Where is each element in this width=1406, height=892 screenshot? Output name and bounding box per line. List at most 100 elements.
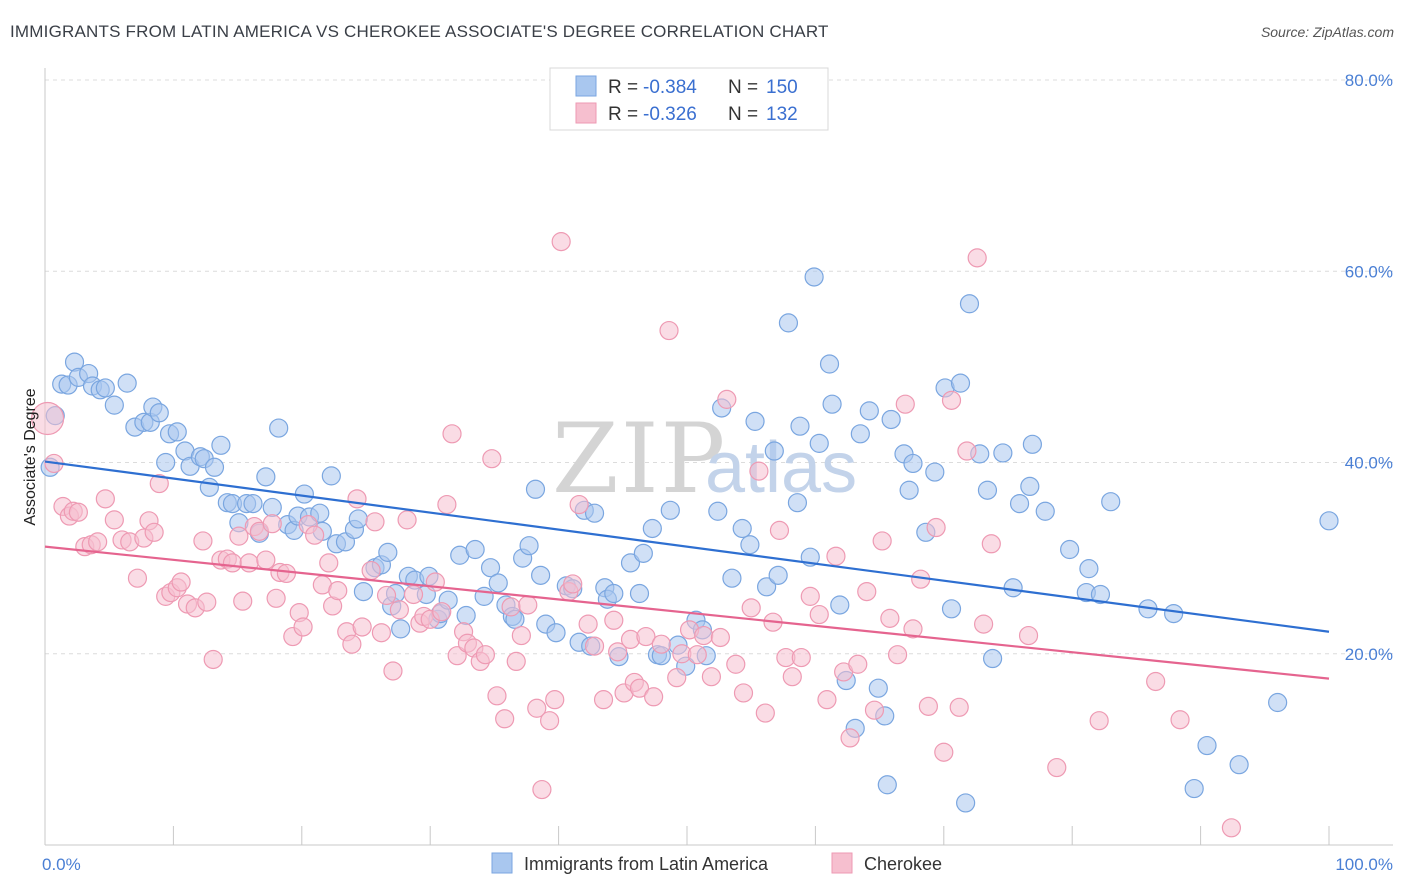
point-cherokee xyxy=(667,668,687,688)
point-immigrants xyxy=(1101,492,1121,512)
point-cherokee xyxy=(880,608,900,628)
point-cherokee xyxy=(800,586,820,606)
point-cherokee xyxy=(389,600,409,620)
point-immigrants xyxy=(1003,578,1023,598)
point-cherokee xyxy=(197,592,217,612)
legend-swatch-blue xyxy=(491,852,513,874)
point-cherokee xyxy=(551,232,571,252)
point-cherokee xyxy=(957,441,977,461)
point-cherokee xyxy=(769,520,790,540)
y-tick-label: 20.0% xyxy=(1345,645,1393,664)
point-cherokee xyxy=(371,623,392,643)
point-immigrants xyxy=(156,452,176,473)
point-immigrants xyxy=(819,354,840,374)
point-cherokee xyxy=(569,494,589,515)
point-immigrants xyxy=(465,539,485,560)
point-immigrants xyxy=(117,373,137,393)
point-immigrants xyxy=(629,583,650,604)
gridlines xyxy=(45,79,1393,655)
point-cherokee xyxy=(342,634,362,654)
point-cherokee xyxy=(482,449,502,469)
point-cherokee xyxy=(442,424,462,444)
point-cherokee xyxy=(68,502,88,522)
point-immigrants xyxy=(391,619,411,639)
stats-n-value: 132 xyxy=(766,104,798,125)
point-cherokee xyxy=(809,604,829,625)
point-cherokee xyxy=(266,588,286,608)
stats-r-label: R = xyxy=(608,104,638,125)
point-immigrants xyxy=(211,435,231,455)
point-immigrants xyxy=(199,477,219,497)
chart-source: Source: ZipAtlas.com xyxy=(1260,24,1394,40)
y-tick-label: 80.0% xyxy=(1345,71,1393,90)
x-tick-label: 0.0% xyxy=(42,855,81,874)
point-cherokee xyxy=(397,510,417,530)
point-cherokee xyxy=(636,626,656,647)
point-cherokee xyxy=(726,654,746,674)
point-cherokee xyxy=(203,649,223,670)
point-immigrants xyxy=(262,497,282,518)
trend-line-immigrants xyxy=(44,460,1330,633)
stats-box: R = -0.384 N = 150 R = -0.326 N = 132 xyxy=(549,67,829,131)
trend-lines xyxy=(44,460,1330,680)
point-cherokee xyxy=(701,667,721,687)
point-cherokee xyxy=(352,617,372,637)
point-cherokee xyxy=(717,389,737,409)
y-axis-label: Associate's Degree xyxy=(22,388,39,525)
point-immigrants xyxy=(167,422,187,442)
point-immigrants xyxy=(519,536,539,556)
point-immigrants xyxy=(1319,511,1339,531)
point-cherokee xyxy=(578,614,598,634)
point-immigrants xyxy=(269,418,289,438)
point-immigrants xyxy=(620,553,641,573)
point-immigrants xyxy=(1022,434,1042,454)
legend-label-cherokee: Cherokee xyxy=(864,854,942,874)
point-immigrants xyxy=(95,378,115,398)
point-cherokee xyxy=(872,531,892,551)
point-immigrants xyxy=(1268,692,1288,713)
point-immigrants xyxy=(1197,735,1217,756)
point-cherokee xyxy=(95,489,115,509)
point-cherokee xyxy=(981,534,1001,554)
x-tick-label: 100.0% xyxy=(1335,855,1393,874)
point-cherokee xyxy=(328,581,348,601)
point-cherokee xyxy=(694,625,714,646)
point-cherokee xyxy=(545,690,565,710)
point-immigrants xyxy=(353,581,374,602)
point-cherokee xyxy=(193,531,213,551)
point-immigrants xyxy=(456,605,476,626)
point-immigrants xyxy=(830,595,850,615)
point-immigrants xyxy=(642,518,662,539)
point-cherokee xyxy=(644,687,664,707)
point-cherokee xyxy=(30,401,65,436)
point-cherokee xyxy=(791,647,811,668)
point-immigrants xyxy=(850,424,870,444)
point-cherokee xyxy=(857,581,877,602)
point-immigrants xyxy=(243,494,263,514)
point-immigrants xyxy=(757,577,777,597)
stats-swatch-blue xyxy=(575,75,597,97)
stats-r-value: -0.326 xyxy=(643,104,697,125)
legend-swatch-pink xyxy=(831,852,853,874)
point-cherokee xyxy=(149,473,169,494)
point-cherokee xyxy=(276,563,296,584)
point-immigrants xyxy=(822,394,842,414)
point-immigrants xyxy=(348,509,368,529)
point-immigrants xyxy=(959,294,980,314)
point-immigrants xyxy=(722,568,742,588)
point-immigrants xyxy=(633,543,653,563)
stats-r-label: R = xyxy=(608,77,638,98)
point-cherokee xyxy=(604,610,624,630)
trend-line-cherokee xyxy=(44,545,1330,680)
point-immigrants xyxy=(488,573,508,593)
point-cherokee xyxy=(918,696,938,716)
point-immigrants xyxy=(104,395,124,415)
point-cherokee xyxy=(563,574,583,594)
point-cherokee xyxy=(527,698,547,718)
point-cherokee xyxy=(840,728,860,748)
stats-r-value: -0.384 xyxy=(643,77,697,98)
point-cherokee xyxy=(749,461,769,481)
point-cherokee xyxy=(1018,625,1039,646)
point-cherokee xyxy=(305,525,325,545)
